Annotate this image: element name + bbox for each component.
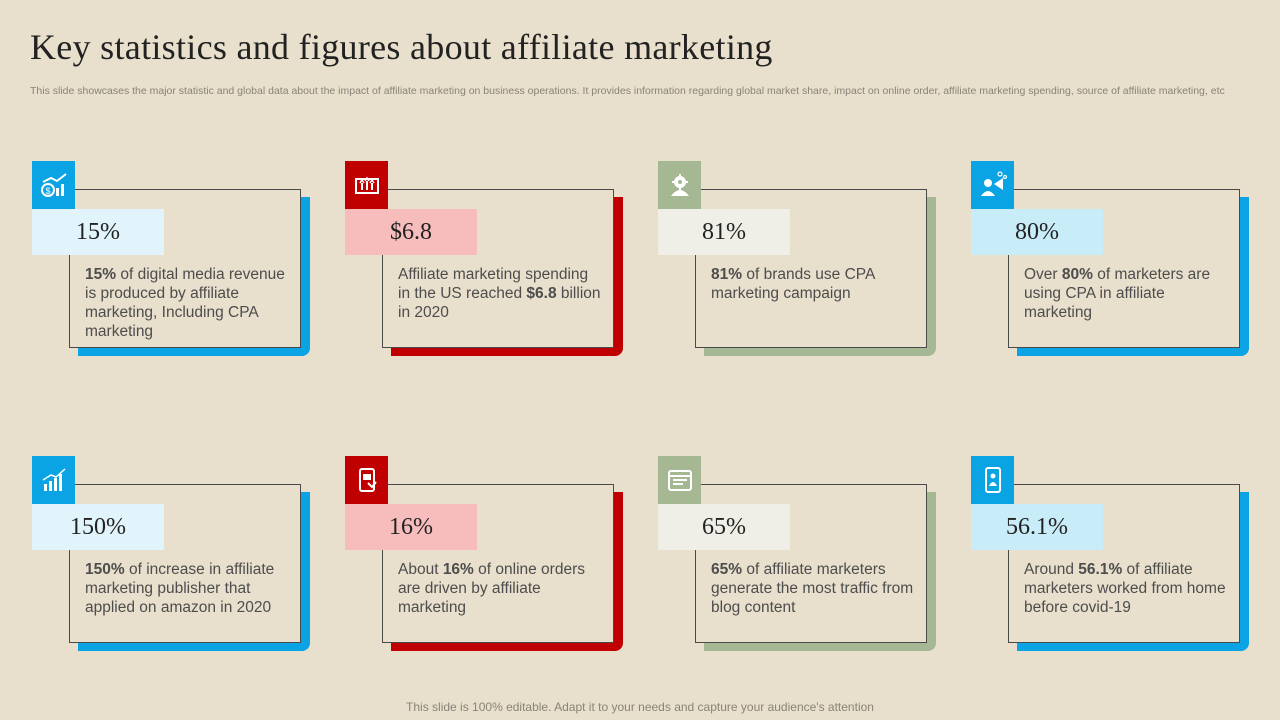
stat-card-us-spending: $6.8 Affiliate marketing spending in the… — [345, 161, 623, 356]
stat-description: 150% of increase in affiliate marketing … — [85, 561, 275, 616]
stat-description: Affiliate marketing spending in the US r… — [398, 266, 601, 321]
blog-content-icon — [658, 456, 701, 504]
stat-card-digital-media-revenue: $ 15% 15% of digital media revenue is pr… — [32, 161, 310, 356]
money-growth-chart-icon: $ — [32, 161, 75, 209]
stat-value: 16% — [345, 504, 477, 550]
stat-description: Over 80% of marketers are using CPA in a… — [1024, 266, 1211, 321]
stat-card-blog-traffic: 65% 65% of affiliate marketers generate … — [658, 456, 936, 651]
stat-card-online-orders: 16% About 16% of online orders are drive… — [345, 456, 623, 651]
stat-value: 150% — [32, 504, 164, 550]
stat-value: $6.8 — [345, 209, 477, 255]
slide-title: Key statistics and figures about affilia… — [30, 27, 773, 67]
growth-board-icon — [345, 161, 388, 209]
stat-value: 56.1% — [971, 504, 1103, 550]
mobile-user-icon — [971, 456, 1014, 504]
slide-footer: This slide is 100% editable. Adapt it to… — [406, 700, 874, 714]
stat-description: About 16% of online orders are driven by… — [398, 561, 585, 616]
stat-description: 81% of brands use CPA marketing campaign — [711, 266, 875, 302]
online-order-icon — [345, 456, 388, 504]
stat-value: 15% — [32, 209, 164, 255]
svg-text:$: $ — [45, 186, 50, 196]
slide-subtitle: This slide showcases the major statistic… — [30, 85, 1225, 97]
stat-card-work-from-home: 56.1% Around 56.1% of affiliate marketer… — [971, 456, 1249, 651]
stat-value: 65% — [658, 504, 790, 550]
stat-description: 15% of digital media revenue is produced… — [85, 266, 285, 340]
stat-value: 80% — [971, 209, 1103, 255]
stat-description: 65% of affiliate marketers generate the … — [711, 561, 914, 616]
stat-description: Around 56.1% of affiliate marketers work… — [1024, 561, 1226, 616]
stat-card-amazon-publishers: 150% 150% of increase in affiliate marke… — [32, 456, 310, 651]
stat-value: 81% — [658, 209, 790, 255]
bar-chart-icon — [32, 456, 75, 504]
marketer-megaphone-icon — [971, 161, 1014, 209]
stat-card-cpa-brands: 81% 81% of brands use CPA marketing camp… — [658, 161, 936, 356]
settings-user-icon — [658, 161, 701, 209]
stat-card-cpa-marketers: 80% Over 80% of marketers are using CPA … — [971, 161, 1249, 356]
